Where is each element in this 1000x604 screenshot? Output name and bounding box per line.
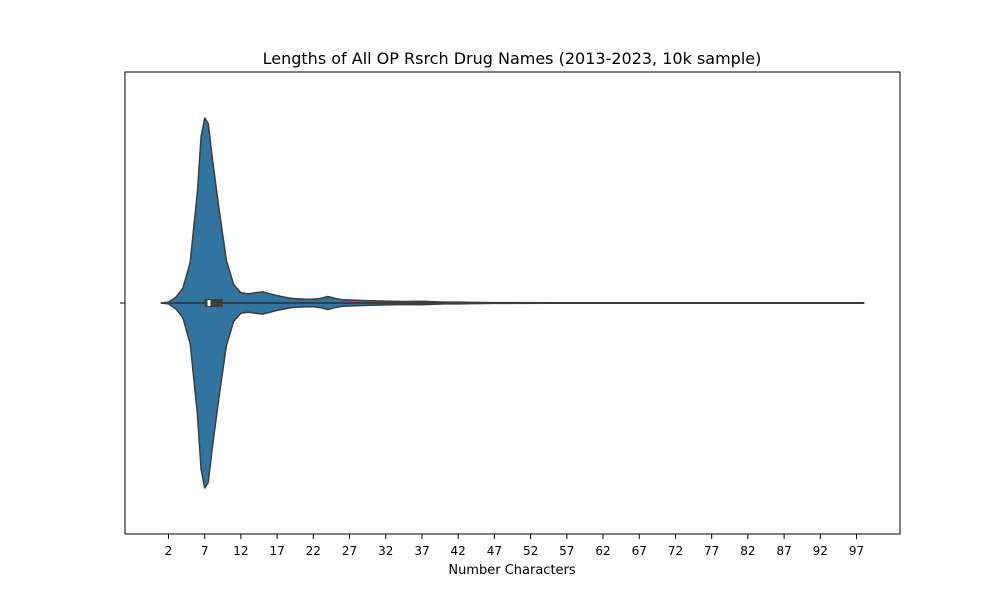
x-tick-label: 42	[451, 544, 466, 558]
box-median	[207, 300, 211, 306]
x-tick-label: 62	[595, 544, 610, 558]
x-axis-label: Number Characters	[448, 563, 576, 578]
x-tick-label: 47	[487, 544, 502, 558]
x-tick-label: 87	[776, 544, 791, 558]
x-tick-label: 12	[233, 544, 248, 558]
x-tick-label: 72	[668, 544, 683, 558]
x-tick-label: 97	[849, 544, 864, 558]
x-tick-label: 52	[523, 544, 538, 558]
x-tick-label: 2	[165, 544, 173, 558]
x-axis-ticks: 2 7 12 17 22 27 32 37 42 47 52 57 62 67 72 77 82 87 92 97	[165, 534, 864, 558]
x-tick-label: 82	[740, 544, 755, 558]
x-tick-label: 7	[201, 544, 209, 558]
x-tick-label: 92	[813, 544, 828, 558]
x-tick-label: 67	[632, 544, 647, 558]
x-tick-label: 77	[704, 544, 719, 558]
x-tick-label: 17	[269, 544, 284, 558]
box-iqr	[204, 299, 223, 307]
x-tick-label: 27	[342, 544, 357, 558]
x-tick-label: 57	[559, 544, 574, 558]
x-tick-label: 32	[378, 544, 393, 558]
x-tick-label: 22	[306, 544, 321, 558]
x-tick-label: 37	[414, 544, 429, 558]
chart-title: Lengths of All OP Rsrch Drug Names (2013…	[263, 49, 762, 68]
